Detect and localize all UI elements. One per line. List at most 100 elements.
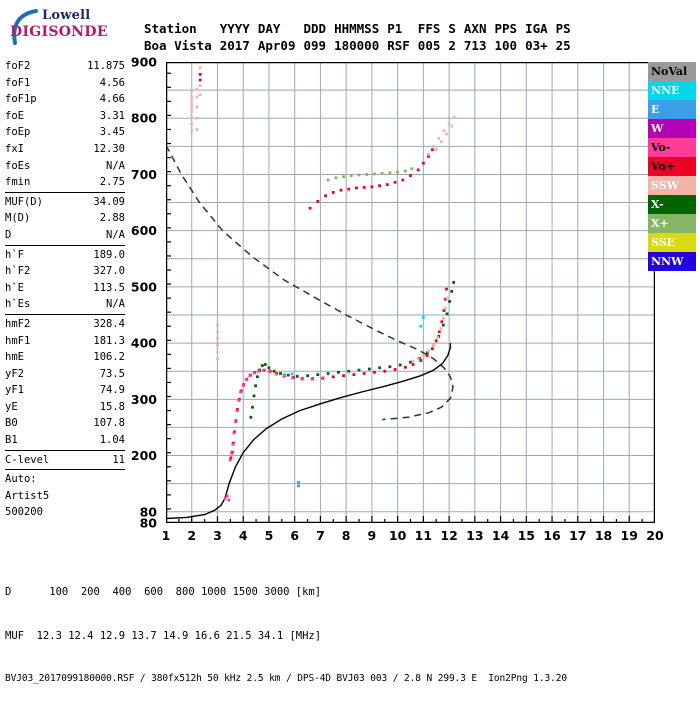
data-point [378, 184, 381, 188]
station-val-day: Apr09 [257, 38, 296, 53]
series-muf-curve [166, 144, 454, 421]
legend-item-e[interactable]: E [648, 100, 696, 119]
footer-distance-row: D 100 200 400 600 800 1000 1500 3000 [km… [5, 586, 322, 598]
legend-item-noval[interactable]: NoVal [648, 62, 696, 81]
auto-label: Auto: [5, 473, 37, 486]
data-point [416, 357, 420, 361]
data-point [297, 484, 300, 488]
legend-item-vo[interactable]: Vo- [648, 138, 696, 157]
data-point [398, 363, 402, 367]
xtick-label: 17 [569, 528, 586, 543]
param-value: 3.31 [99, 109, 125, 122]
xtick-label: 15 [518, 528, 535, 543]
param-value: 328.4 [93, 317, 125, 330]
param-row-clevel: C-level 11 [5, 452, 125, 469]
data-point [216, 343, 219, 347]
data-point [427, 349, 430, 353]
param-value: 4.56 [99, 76, 125, 89]
ytick-label: 800 [131, 111, 157, 126]
data-point [445, 132, 448, 136]
legend-item-nnw[interactable]: NNW [648, 252, 696, 271]
data-point [442, 309, 446, 312]
param-key: yF1 [5, 384, 24, 397]
data-point [195, 105, 199, 109]
param-key: fxI [5, 142, 24, 155]
station-val-ps: 25 [555, 38, 571, 53]
data-point [190, 89, 194, 93]
param-row-b0: B0 107.8 [5, 415, 125, 432]
param-divider-4 [5, 449, 125, 451]
legend-item-x[interactable]: X+ [648, 214, 696, 233]
data-point [337, 370, 340, 374]
data-point [216, 337, 219, 340]
param-group-profile: hmF2 328.4 hmF1 181.3 hmE 106.2 yF2 73.5 yF1 74.9… [5, 316, 125, 449]
footer-muf-row: MUF 12.3 12.4 12.9 13.7 14.9 16.6 21.5 3… [5, 629, 322, 642]
xtick-label: 3 [213, 528, 222, 543]
data-point [411, 363, 415, 366]
station-col-hhmmss: HHMMSS [334, 21, 380, 36]
data-point [257, 369, 261, 373]
param-key: foF1 [5, 76, 31, 89]
data-point [347, 369, 351, 373]
series-second-hop-tail [427, 115, 456, 156]
station-val-pps: 100 [494, 38, 518, 53]
data-point [216, 357, 219, 361]
param-row-d: D N/A [5, 227, 125, 244]
data-point [447, 122, 451, 126]
series-ssw-trace [190, 87, 449, 363]
data-point [393, 368, 397, 371]
data-point [267, 366, 271, 370]
param-value: 11.875 [87, 60, 125, 72]
param-value: 12.30 [93, 142, 125, 155]
param-row-yf2: yF2 73.5 [5, 366, 125, 383]
data-point [248, 374, 252, 378]
data-point [409, 360, 412, 364]
polarization-legend[interactable]: NoVal NNE E W Vo- Vo+ SSW X- X+ SSE NNW [648, 62, 696, 271]
legend-item-sse[interactable]: SSE [648, 233, 696, 252]
param-key: foEs [5, 159, 31, 172]
data-point [272, 369, 276, 373]
ionogram-plot[interactable] [166, 62, 655, 523]
data-point [445, 312, 449, 316]
logo-digisonde-text: DIGISONDE [10, 24, 108, 40]
data-point [388, 171, 392, 175]
station-col-ffs: FFS [417, 21, 441, 36]
legend-item-w[interactable]: W [648, 119, 696, 138]
data-point [241, 383, 245, 387]
data-point [373, 370, 376, 374]
data-point [190, 110, 194, 113]
param-key: hmF1 [5, 334, 31, 347]
data-point [445, 287, 448, 291]
data-point [432, 343, 436, 347]
param-key: foF2 [5, 60, 31, 72]
data-point [190, 129, 194, 132]
data-point [401, 178, 405, 182]
data-point [310, 377, 314, 381]
param-key: h`Es [5, 298, 31, 311]
xtick-label: 4 [239, 528, 248, 543]
data-point [355, 186, 358, 190]
legend-item-nne[interactable]: NNE [648, 81, 696, 100]
legend-item-ssw[interactable]: SSW [648, 176, 696, 195]
series-true-height-profile [166, 343, 452, 520]
data-point [404, 365, 407, 369]
param-key: M(D) [5, 212, 31, 225]
data-point [198, 73, 202, 76]
param-key: B0 [5, 417, 18, 430]
param-value: 181.3 [93, 334, 125, 347]
data-point [274, 372, 278, 376]
data-point [190, 106, 194, 110]
data-point [227, 498, 231, 502]
param-row-fof1: foF1 4.56 [5, 75, 125, 92]
param-value: 107.8 [93, 417, 125, 430]
legend-item-vo[interactable]: Vo+ [648, 157, 696, 176]
data-point [425, 351, 429, 355]
station-col-axn: AXN [463, 21, 487, 36]
data-point [425, 354, 429, 357]
station-col-p1: P1 [387, 21, 403, 36]
legend-item-x[interactable]: X- [648, 195, 696, 214]
ionogram-svg[interactable] [166, 62, 655, 523]
data-point [396, 170, 399, 174]
footer-info: D 100 200 400 600 800 1000 1500 3000 [km… [5, 556, 567, 701]
data-point [388, 365, 392, 369]
